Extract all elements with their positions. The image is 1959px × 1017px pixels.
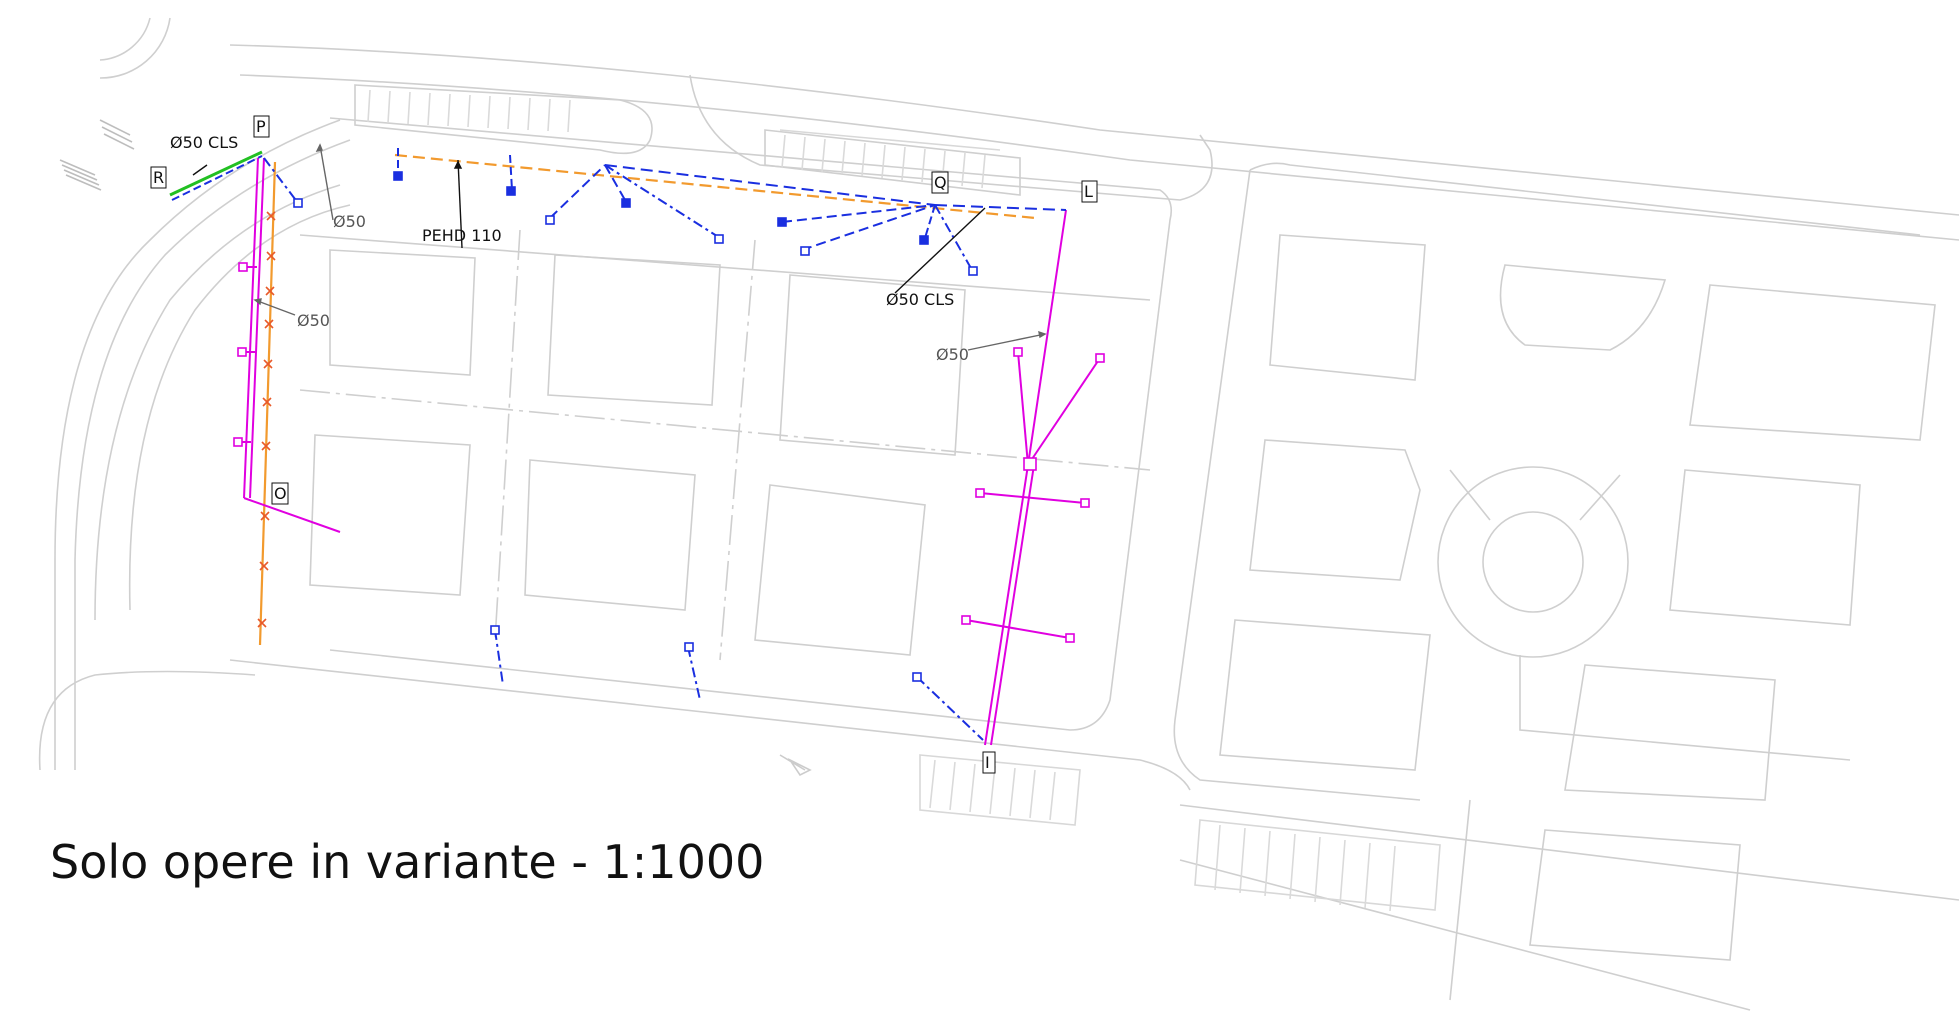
svg-text:O: O — [274, 484, 287, 503]
base-map — [38, 17, 1959, 1011]
svg-text:Q: Q — [934, 173, 947, 192]
point-tag-q: Q — [931, 171, 949, 194]
svg-text:I: I — [985, 753, 990, 772]
label-d50-b: Ø50 — [297, 311, 330, 330]
point-tag-r: R — [150, 166, 167, 189]
blue-network — [171, 148, 1067, 741]
label-d50-c: Ø50 — [936, 345, 969, 364]
point-tag-i: I — [982, 751, 996, 774]
point-tag-l: L — [1081, 180, 1098, 203]
svg-text:R: R — [153, 168, 164, 187]
magenta-network — [238, 157, 1101, 746]
orange-network — [257, 153, 1036, 646]
label-cls-right: Ø50 CLS — [886, 290, 954, 309]
drawing-caption: Solo opere in variante - 1:1000 — [50, 835, 765, 889]
magenta-manholes — [233, 262, 1105, 643]
svg-text:P: P — [256, 117, 266, 136]
label-cls-top-left: Ø50 CLS — [170, 133, 238, 152]
svg-text:L: L — [1084, 182, 1093, 201]
green-pipe — [169, 150, 263, 197]
label-d50-a: Ø50 — [333, 212, 366, 231]
point-tag-o: O — [271, 482, 289, 505]
blue-manholes — [293, 171, 978, 682]
leader-lines — [192, 143, 1047, 351]
point-tag-p: P — [253, 115, 270, 138]
label-pehd: PEHD 110 — [422, 226, 502, 245]
